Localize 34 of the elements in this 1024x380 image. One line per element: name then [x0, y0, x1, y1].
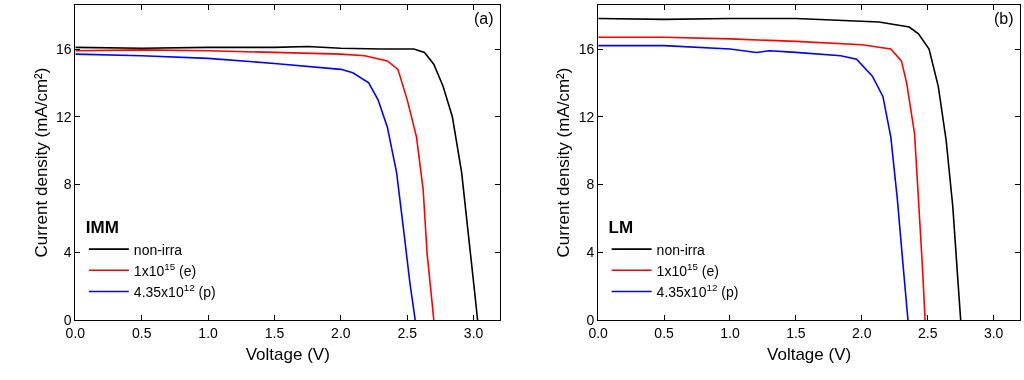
- x-tick-label: 1.0: [198, 324, 219, 341]
- x-tick-label: 0.5: [131, 324, 152, 341]
- x-tick-label: 1.0: [720, 324, 740, 341]
- legend-title: IMM: [85, 218, 119, 238]
- y-tick-label: 8: [63, 176, 72, 193]
- legend-label: non-irra: [656, 241, 706, 258]
- y-tick-label: 12: [578, 108, 595, 125]
- legend-title: LM: [608, 218, 634, 238]
- x-tick-label: 2.0: [331, 324, 351, 341]
- legend-label: 1x10$^{15}$ (e): [133, 260, 197, 279]
- x-tick-label: 0.5: [654, 324, 675, 341]
- x-axis-title: Voltage (V): [767, 345, 852, 365]
- x-tick-label: 1.5: [786, 324, 806, 341]
- annotation: (b): [994, 10, 1014, 27]
- x-tick-label: 1.5: [264, 324, 285, 341]
- y-tick-label: 16: [55, 40, 72, 57]
- y-tick-label: 16: [578, 40, 595, 57]
- y-tick-label: 4: [63, 244, 72, 261]
- x-tick-label: 2.5: [397, 324, 418, 341]
- y-tick-label: 4: [586, 244, 595, 261]
- legend-label: 4.35x10$^{12}$ (p): [133, 282, 216, 300]
- legend-label: 1x10$^{15}$ (e): [656, 260, 719, 279]
- annotation: (a): [474, 10, 494, 27]
- x-tick-label: 3.0: [463, 324, 484, 341]
- legend-label: non-irra: [133, 241, 183, 258]
- x-tick-label: 3.0: [983, 324, 1004, 341]
- x-tick-label: 2.0: [852, 324, 872, 341]
- legend-label: 4.35x10$^{12}$ (p): [656, 282, 739, 300]
- x-axis-title: Voltage (V): [245, 345, 330, 365]
- y-axis-title: Current density (mA/cm²): [31, 67, 51, 258]
- y-tick-label: 12: [55, 108, 72, 125]
- y-tick-label: 8: [586, 176, 595, 193]
- y-axis-title: Current density (mA/cm²): [554, 67, 574, 258]
- x-tick-label: 2.5: [917, 324, 938, 341]
